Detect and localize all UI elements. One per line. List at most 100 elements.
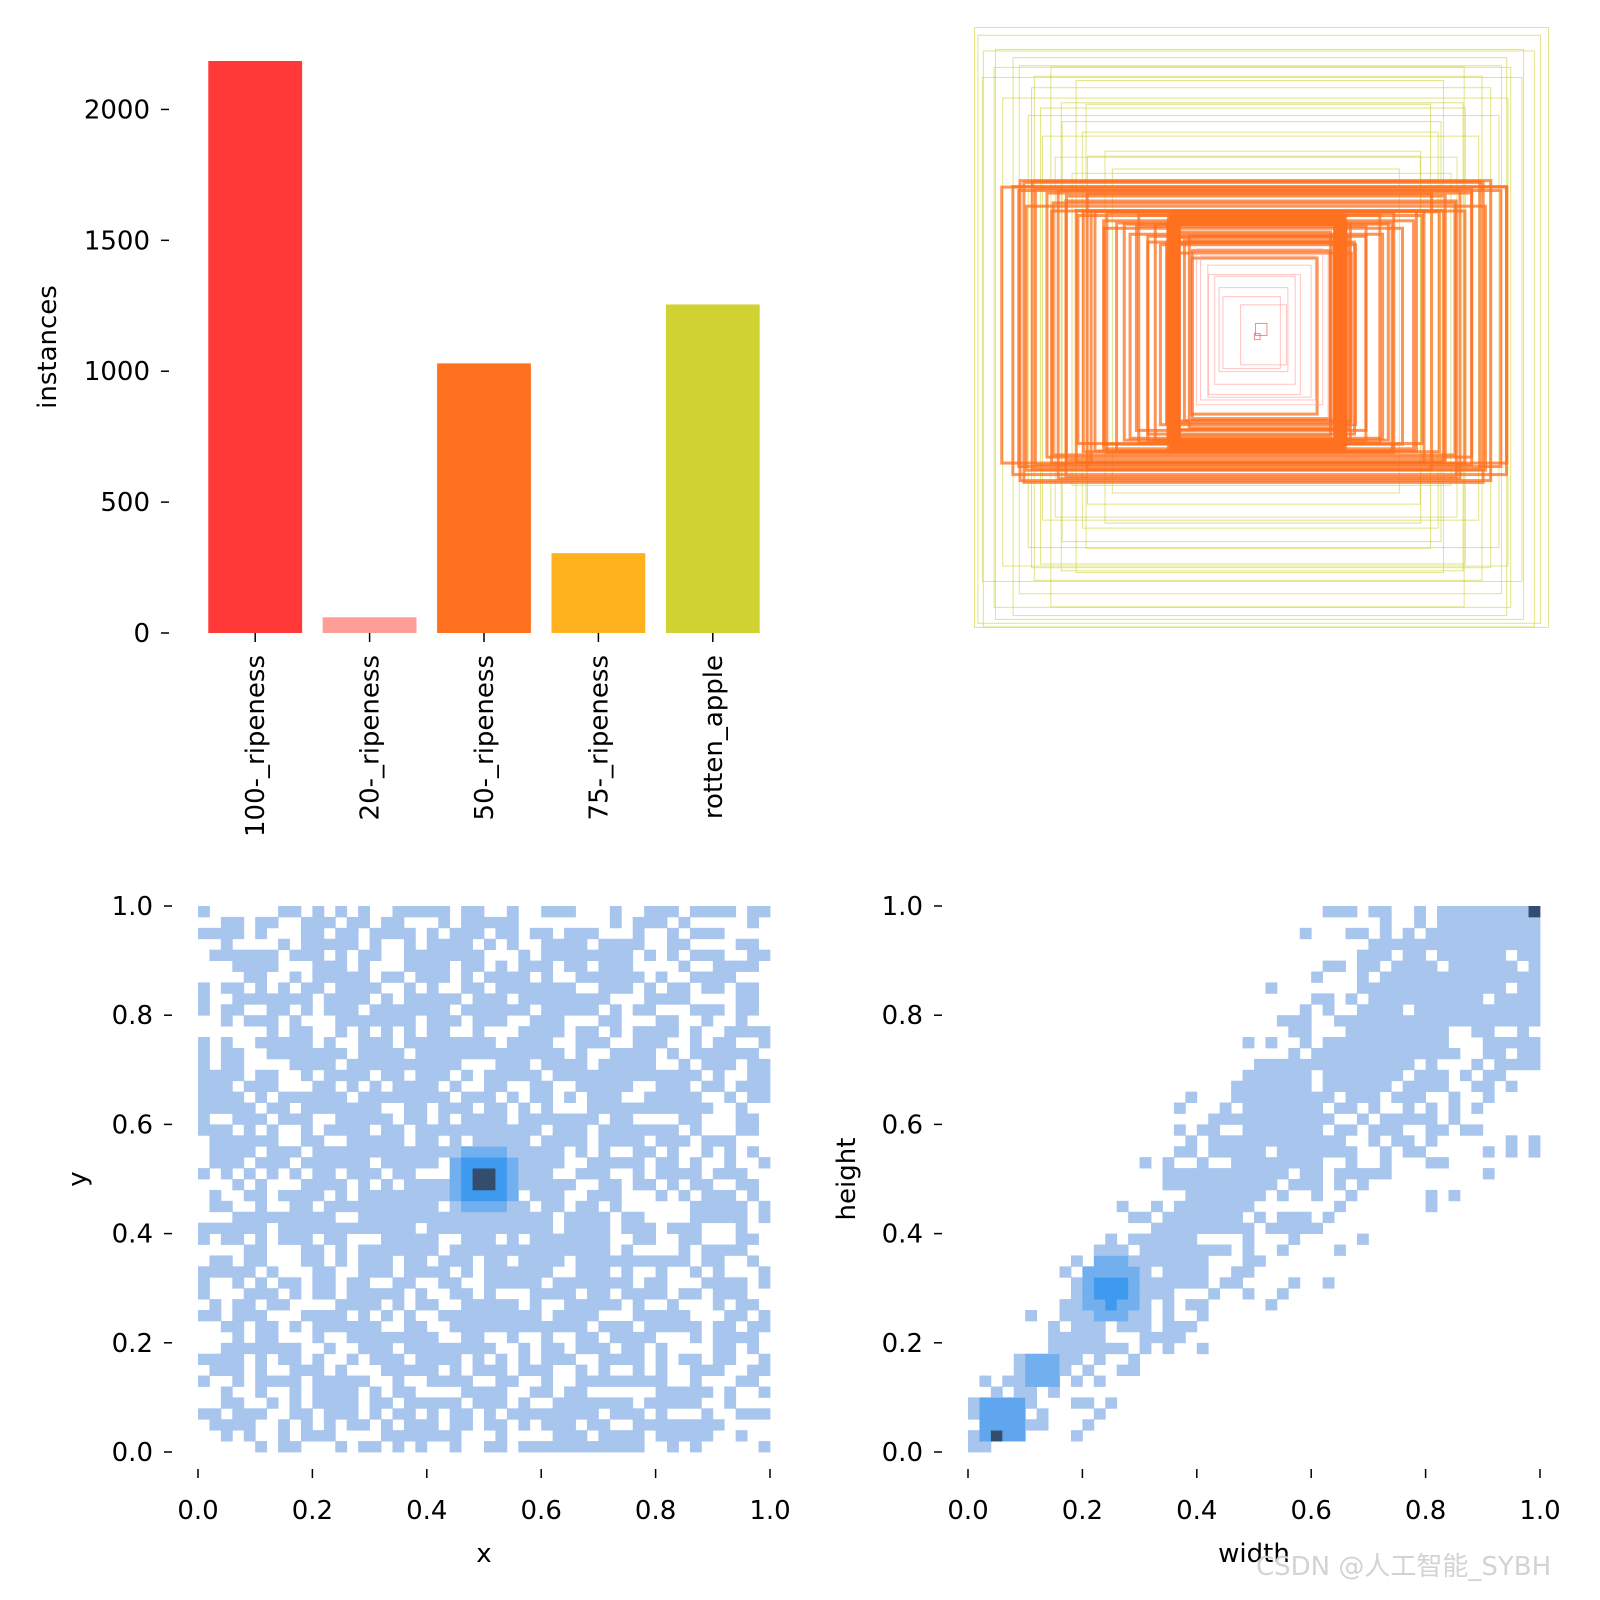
xy-cell <box>266 1135 279 1147</box>
xy-cell <box>586 1408 599 1420</box>
xy-cell <box>335 927 348 940</box>
xy-cell <box>747 949 759 961</box>
xy-cell <box>598 1146 611 1158</box>
xy-cell <box>598 1299 611 1311</box>
xy-cell <box>323 1058 336 1071</box>
wh-cell <box>1162 1255 1175 1267</box>
xy-cell <box>735 1310 748 1322</box>
wh-cell <box>1505 927 1518 940</box>
wh-cell <box>1128 1266 1140 1278</box>
xy-cell <box>198 1004 210 1016</box>
wh-cell <box>1334 960 1346 972</box>
wh-xtick-label: 1.0 <box>1519 1496 1560 1526</box>
wh-cell <box>1448 1015 1461 1027</box>
xy-cell <box>358 1047 370 1060</box>
wh-cell <box>1368 1091 1381 1103</box>
wh-cell <box>1002 1408 1015 1420</box>
wh-cell <box>1219 1277 1232 1289</box>
wh-cell <box>1093 1320 1106 1333</box>
xy-cell <box>232 1353 245 1366</box>
xy-cell <box>747 1124 759 1136</box>
wh-cell <box>1048 1353 1060 1366</box>
xy-cell <box>289 1168 302 1180</box>
xy-cell <box>426 1189 439 1202</box>
xy-cell <box>312 1222 325 1234</box>
wh-cell <box>1437 1124 1449 1136</box>
xy-cell <box>381 1179 393 1191</box>
xy-cell <box>541 1026 554 1038</box>
wh-cell <box>1448 1102 1461 1114</box>
xy-cell <box>541 1386 554 1398</box>
wh-cell <box>1093 1244 1106 1256</box>
xy-cell <box>712 906 725 918</box>
xy-cell <box>609 1189 622 1202</box>
xy-cell <box>323 1342 336 1355</box>
xy-cell <box>403 1419 416 1431</box>
wh-cell <box>1116 1277 1129 1289</box>
xy-cell <box>392 1124 405 1136</box>
xy-cell <box>541 1058 554 1071</box>
wh-cell <box>1334 1146 1346 1158</box>
wh-cell <box>1505 1058 1518 1071</box>
xy-cell <box>209 1364 222 1376</box>
xy-cell <box>403 1200 416 1213</box>
xy-cell <box>243 1113 256 1125</box>
xy-cell <box>472 1364 485 1376</box>
xy-cell <box>655 1168 668 1180</box>
xy-cell <box>529 927 542 940</box>
xy-cell <box>232 916 245 929</box>
xy-cell <box>609 1408 622 1420</box>
xy-cell <box>644 1004 656 1016</box>
xy-cell <box>438 1004 451 1016</box>
xy-cell <box>198 906 210 918</box>
wh-cell <box>1162 1266 1175 1278</box>
xy-cell <box>518 1069 531 1082</box>
wh-cell <box>1173 1200 1186 1213</box>
wh-cell <box>1494 1047 1507 1060</box>
xy-cell <box>484 1222 496 1234</box>
wh-cell <box>1425 1135 1438 1147</box>
xy-cell <box>335 1004 348 1016</box>
xy-cell <box>644 1310 656 1322</box>
xy-cell <box>392 1244 405 1256</box>
xy-cell <box>335 1397 348 1409</box>
xy-cell <box>312 1168 325 1180</box>
xy-cell <box>461 1375 473 1387</box>
xy-cell <box>564 1069 576 1082</box>
xy-cell <box>667 1080 679 1093</box>
xy-cell <box>621 1080 634 1093</box>
xy-cell <box>461 982 473 994</box>
xy-cell <box>564 927 576 940</box>
wh-cell <box>1208 1211 1221 1224</box>
xy-cell <box>541 1211 554 1224</box>
wh-cell <box>1299 1157 1312 1169</box>
wh-cell <box>1059 1364 1072 1376</box>
xy-cell <box>678 1288 691 1300</box>
wh-cell <box>1185 1135 1198 1147</box>
wh-cell <box>1322 1069 1335 1082</box>
wh-cell <box>1151 1200 1163 1213</box>
wh-cell <box>1196 1200 1209 1213</box>
wh-cell <box>979 1430 992 1442</box>
xy-cell <box>232 982 245 994</box>
xy-cell <box>381 1058 393 1071</box>
xy-cell <box>289 1397 302 1409</box>
xy-cell <box>564 982 576 994</box>
xy-cell <box>335 982 348 994</box>
xy-cell <box>506 1222 519 1234</box>
xy-cell <box>289 1015 302 1027</box>
xy-cell <box>426 1047 439 1060</box>
wh-cell <box>1208 1244 1221 1256</box>
xy-cell <box>621 1222 634 1234</box>
xy-cell <box>644 1179 656 1191</box>
xy-cell <box>564 1419 576 1431</box>
xy-cell <box>335 1069 348 1082</box>
xy-cell <box>220 938 233 951</box>
xy-cell <box>289 993 302 1005</box>
xy-cell <box>529 982 542 994</box>
wh-cell <box>1414 938 1426 951</box>
xy-cell <box>426 1419 439 1431</box>
wh-cell <box>1345 1189 1358 1202</box>
xy-cell <box>541 993 554 1005</box>
xy-cell <box>644 1255 656 1267</box>
